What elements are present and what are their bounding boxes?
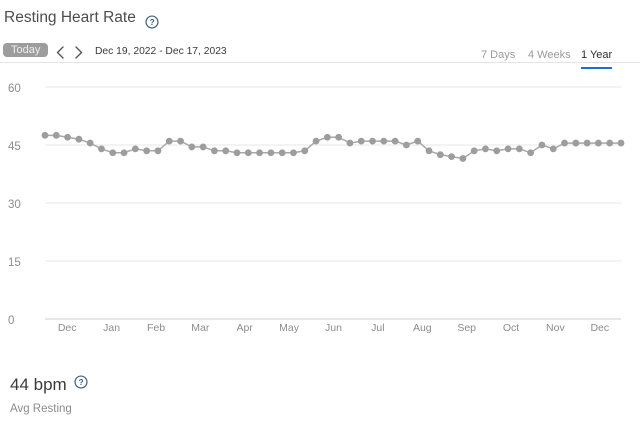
svg-text:?: ? [150, 18, 155, 27]
svg-text:?: ? [79, 378, 84, 387]
